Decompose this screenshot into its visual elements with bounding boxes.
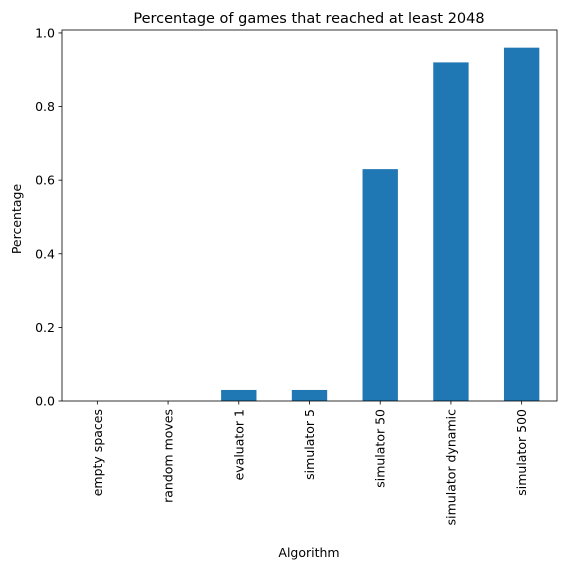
y-axis-label: Percentage	[9, 184, 24, 255]
y-tick-label: 0.6	[35, 173, 55, 188]
x-tick-label-empty-spaces: empty spaces	[90, 409, 105, 496]
y-tick-label: 0.4	[35, 246, 55, 261]
bar-simulator-500	[503, 47, 540, 402]
bar-simulator-5	[291, 389, 328, 401]
y-tick-label: 0.8	[35, 99, 55, 114]
plot-frame	[61, 29, 558, 402]
x-axis-label: Algorithm	[278, 545, 339, 560]
bar-simulator-50	[362, 169, 398, 402]
x-tick-label-simulator-5: simulator 5	[302, 409, 317, 480]
y-tick-label: 0.2	[35, 320, 55, 335]
bar-evaluator-1	[221, 389, 257, 401]
x-tick-label-evaluator-1: evaluator 1	[231, 409, 246, 480]
chart-title: Percentage of games that reached at leas…	[133, 11, 484, 27]
x-tick-label-simulator-dynamic: simulator dynamic	[443, 409, 458, 525]
x-tick-label-simulator-50: simulator 50	[373, 409, 388, 488]
axes-layer: 0.0 0.2 0.4 0.6 0.8 1.0 empty spaces random mov…	[35, 25, 558, 525]
y-tick-label: 1.0	[35, 25, 55, 40]
y-tick-label: 0.0	[35, 394, 55, 409]
bars-layer	[221, 47, 540, 402]
x-tick-label-simulator-500: simulator 500	[514, 409, 529, 496]
bar-simulator-dynamic	[433, 62, 469, 401]
x-tick-label-random-moves: random moves	[161, 409, 176, 503]
